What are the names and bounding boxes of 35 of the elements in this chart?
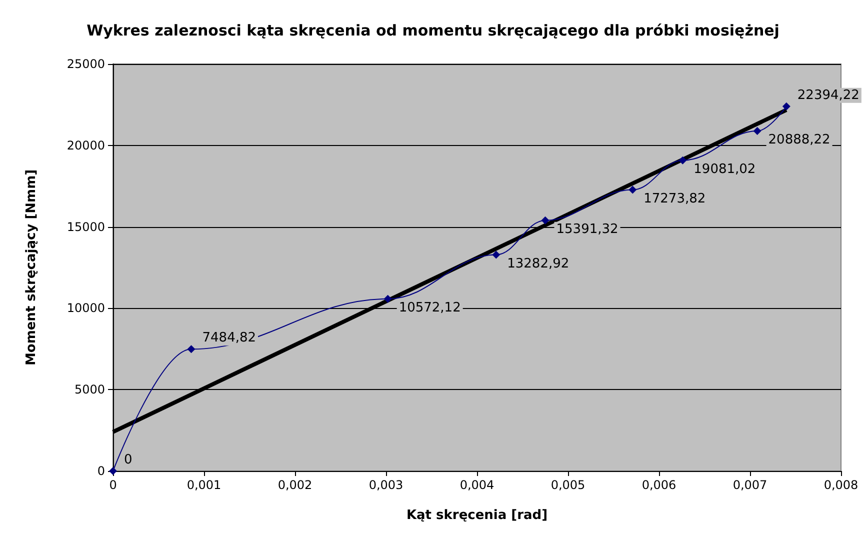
x-tick-label: 0,008 [824, 478, 858, 492]
y-tick-label: 25000 [66, 57, 105, 71]
data-label: 15391,32 [556, 222, 618, 237]
x-tick-label: 0,003 [368, 478, 404, 492]
data-label: 7484,82 [202, 330, 256, 346]
data-label: 0 [124, 452, 132, 468]
x-tick-label: 0,002 [278, 478, 312, 492]
point [753, 126, 762, 135]
y-tick-label: 20000 [66, 138, 105, 152]
x-tick-label: 0,004 [460, 478, 494, 492]
x-tick-label: 0 [109, 478, 117, 492]
y-tick-label: 5000 [74, 382, 105, 397]
point [678, 156, 687, 164]
y-tick-label: 10000 [66, 301, 105, 316]
y-axis-title: Moment skręcający [Nmm] [24, 169, 39, 366]
point [628, 186, 637, 194]
data-label: 20888,22 [768, 132, 830, 148]
point [187, 345, 196, 354]
y-tick-label: 15000 [66, 220, 105, 234]
chart-title: Wykres zaleznosci kąta skręcenia od momentu skręcającego dla próbki mosiężnej [86, 22, 780, 40]
data-label: 13282,92 [507, 256, 570, 272]
point [384, 294, 392, 303]
x-tick-label: 0,001 [186, 478, 222, 492]
x-axis-title: Kąt skręcenia [rad] [406, 508, 548, 523]
point [541, 216, 550, 224]
data-label: 17273,82 [644, 191, 706, 206]
data-label: 22394,22 [797, 88, 860, 103]
x-tick-label: 0,007 [732, 478, 768, 492]
data-label: 19081,02 [694, 162, 756, 177]
x-tick-label: 0,005 [550, 478, 586, 492]
point [492, 250, 500, 259]
data-label: 10572,12 [398, 300, 461, 316]
point [782, 102, 790, 110]
y-tick-label: 0 [97, 464, 105, 478]
x-tick-label: 0,006 [642, 478, 676, 492]
